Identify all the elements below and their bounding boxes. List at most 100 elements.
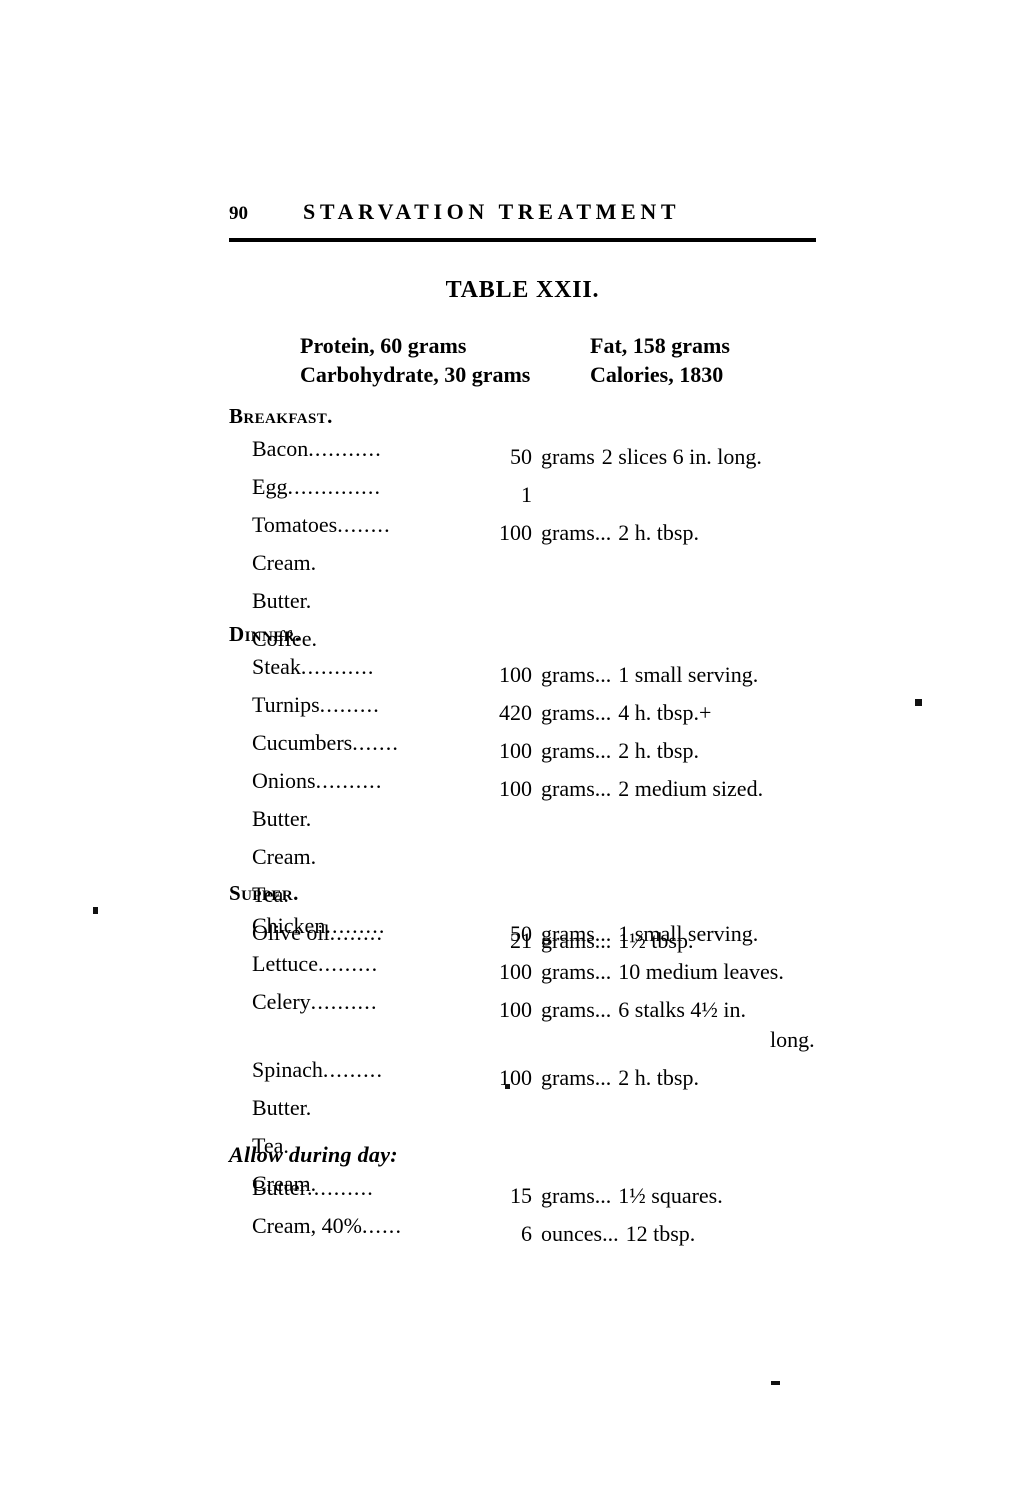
item-name: Celery.......... (252, 987, 484, 1017)
item-name-text: Spinach (252, 1057, 323, 1082)
item-name-text: Chicken (252, 913, 326, 938)
item-description-continuation: long. (770, 1027, 815, 1052)
meal-item: Chicken......... 50 grams... 1 small servin… (229, 911, 869, 949)
meal-item: Tomatoes........ 100 grams... 2 h. tbsp. (229, 510, 869, 548)
meal-heading: Breakfast. (229, 404, 333, 428)
item-quantity: 50 (510, 921, 532, 946)
item-description: 1½ squares. (618, 1183, 723, 1208)
item-name-text: Butter. (252, 806, 312, 831)
item-quantity: 100 (499, 997, 532, 1022)
meal-item: Olive oil........ 21 grams... 1½ tbsp. (229, 918, 869, 956)
dot-leader: ....... (352, 730, 400, 755)
table-caption: TABLE XXII. (445, 277, 600, 303)
item-name-text: Cucumbers (252, 730, 353, 755)
item-unit: grams... (541, 738, 612, 763)
item-name: Bacon........... (252, 434, 484, 464)
macro-carbohydrate: Carbohydrate, 30 grams (300, 362, 531, 387)
macro-fat: Fat, 158 grams (590, 333, 730, 358)
dot-leader: ......... (322, 1057, 384, 1082)
item-name: Butter. (252, 1093, 311, 1123)
item-unit: grams... (541, 1183, 612, 1208)
item-name: Lettuce......... (252, 949, 484, 979)
item-unit: grams... (541, 1065, 612, 1090)
item-name: Turnips......... (252, 690, 484, 720)
item-name: Cream. (252, 548, 316, 578)
dot-leader: ......... (317, 951, 379, 976)
item-name-text: Butter. (252, 588, 312, 613)
item-quantity: 420 (499, 700, 532, 725)
item-description: 2 h. tbsp. (618, 520, 699, 545)
meal-heading: Allow during day: (229, 1142, 398, 1167)
item-description: 4 h. tbsp.+ (618, 700, 712, 725)
dot-leader: .......... (310, 989, 378, 1014)
meal-item-list: Steak........... 100 grams... 1 small servi… (229, 652, 869, 956)
meal-heading: Dinner. (229, 622, 301, 646)
item-description: 2 h. tbsp. (618, 738, 699, 763)
meal-heading: Supper. (229, 881, 299, 905)
item-description: 2 slices 6 in. long. (601, 444, 762, 469)
item-name-text: Tea. (252, 882, 289, 907)
meal-item: Turnips......... 420 grams... 4 h. tbsp.+ (229, 690, 869, 728)
item-name-text: Olive oil (252, 920, 330, 945)
meal-item-list: Chicken......... 50 grams... 1 small servin… (229, 911, 869, 1207)
item-quantity: 100 (499, 520, 532, 545)
header-rule (229, 238, 816, 242)
meal-item: Butter. (229, 804, 869, 842)
item-description: 10 medium leaves. (618, 959, 784, 984)
dot-leader: ........... (308, 436, 382, 461)
item-name: Coffee. (252, 624, 317, 654)
scan-speck (93, 907, 98, 914)
dot-leader: .......... (307, 1175, 374, 1200)
meal-item: Onions.......... 100 grams... 2 medium size… (229, 766, 869, 804)
item-quantity: 100 (499, 1065, 532, 1090)
meal-item-list: Bacon........... 50 grams 2 slices 6 in. lo… (229, 434, 869, 662)
meal-item: Cream. (229, 548, 869, 586)
item-name: Cream. (252, 842, 316, 872)
item-quantity: 6 (521, 1221, 532, 1246)
meal-item: Coffee. (229, 624, 869, 662)
running-head: 90 STARVATION TREATMENT (229, 199, 817, 225)
macro-row: Carbohydrate, 30 grams Calories, 1830 (300, 360, 730, 389)
meal-item: Cream. (229, 1169, 869, 1207)
dot-leader: ......... (319, 692, 380, 717)
item-quantity: 100 (499, 662, 532, 687)
dot-leader: .......... (315, 768, 383, 793)
meal-section: Allow during day: Butter.......... 15 grams… (229, 1142, 869, 1249)
item-name-text: Turnips (252, 692, 320, 717)
meal-item: Tea. (229, 880, 869, 918)
meal-item: Butter.......... 15 grams... 1½ squares. (229, 1173, 869, 1211)
meal-item: Cucumbers....... 100 grams... 2 h. tbsp. (229, 728, 869, 766)
item-unit: grams... (541, 662, 612, 687)
running-title: STARVATION TREATMENT (303, 199, 681, 224)
item-name-text: Onions (252, 768, 316, 793)
item-unit: grams... (541, 959, 612, 984)
macronutrient-summary: Protein, 60 grams Fat, 158 grams Carbohyd… (300, 331, 730, 389)
meal-item: Egg.............. 1 (229, 472, 869, 510)
item-unit: grams... (541, 776, 612, 801)
meal-item: Cream, 40%...... 6 ounces... 12 tbsp. (229, 1211, 869, 1249)
dot-leader: ........... (300, 654, 375, 679)
item-name-text: Butter (252, 1175, 307, 1200)
item-description: 1½ tbsp. (618, 928, 694, 953)
item-name: Cream, 40%...... (252, 1211, 484, 1241)
item-name-text: Egg (252, 474, 288, 499)
item-name: Onions.......... (252, 766, 484, 796)
scan-speck (771, 1381, 780, 1385)
item-unit: grams... (541, 997, 612, 1022)
item-name-text: Butter. (252, 1095, 312, 1120)
dot-leader: .............. (287, 474, 382, 499)
scan-speck (505, 1084, 510, 1089)
item-unit: grams... (541, 928, 612, 953)
meal-item: Bacon........... 50 grams 2 slices 6 in. lo… (229, 434, 869, 472)
item-unit: grams... (541, 520, 612, 545)
item-name-text: Celery (252, 989, 311, 1014)
item-description: 1 small serving. (618, 662, 759, 687)
item-description: 12 tbsp. (625, 1221, 696, 1246)
item-name: Butter.......... (252, 1173, 484, 1203)
meal-section: Breakfast. Bacon........... 50 grams 2 slice… (229, 404, 869, 662)
dot-leader: ........ (329, 920, 384, 945)
page-number: 90 (229, 203, 248, 224)
item-name: Butter. (252, 586, 311, 616)
meal-section: Dinner. Steak........... 100 grams... 1 smal… (229, 622, 869, 956)
